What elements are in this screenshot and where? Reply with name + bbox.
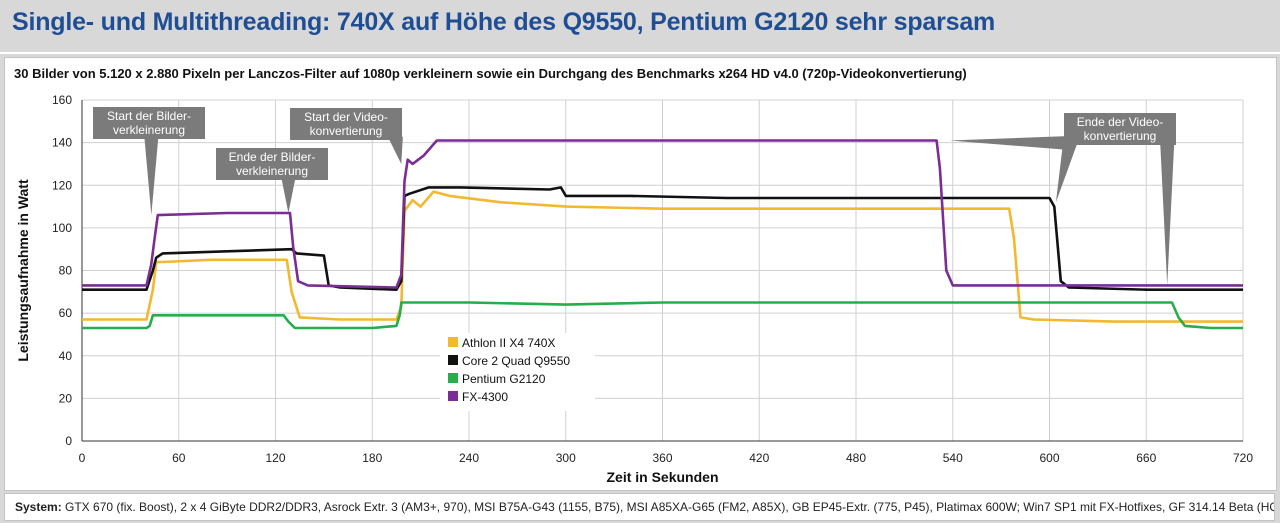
annotation-text: Ende der Video- xyxy=(1077,115,1164,129)
x-tick-label: 480 xyxy=(846,451,866,465)
annotation-text: Start der Bilder- xyxy=(107,109,191,123)
legend-label: Pentium G2120 xyxy=(462,372,546,386)
annotation-pointer xyxy=(949,136,1071,150)
legend-swatch xyxy=(448,373,458,383)
annotation-text: verkleinerung xyxy=(236,164,308,178)
legend-label: Core 2 Quad Q9550 xyxy=(462,354,570,368)
footer-label: System: xyxy=(15,500,62,514)
annotation-pointer xyxy=(144,137,159,216)
system-footer: System: GTX 670 (fix. Boost), 2 x 4 GiBy… xyxy=(4,493,1275,521)
legend-swatch xyxy=(448,391,458,401)
annotation-text: Start der Video- xyxy=(304,110,388,124)
x-tick-label: 60 xyxy=(172,451,186,465)
series-line-1 xyxy=(82,186,1243,291)
legend-swatch xyxy=(448,355,458,365)
annotation-pointer xyxy=(389,136,403,164)
x-tick-label: 720 xyxy=(1233,451,1253,465)
x-tick-label: 300 xyxy=(556,451,576,465)
y-tick-label: 140 xyxy=(52,136,72,150)
annotation-box xyxy=(93,107,205,139)
x-tick-label: 540 xyxy=(943,451,963,465)
legend-label: Athlon II X4 740X xyxy=(462,336,555,350)
x-tick-label: 120 xyxy=(265,451,285,465)
annotation-text: verkleinerung xyxy=(113,123,185,137)
y-tick-label: 120 xyxy=(52,178,72,192)
annotation-box xyxy=(216,148,328,180)
x-tick-label: 360 xyxy=(652,451,672,465)
x-tick-label: 600 xyxy=(1039,451,1059,465)
y-tick-label: 20 xyxy=(59,391,73,405)
x-tick-label: 180 xyxy=(362,451,382,465)
annotation-box xyxy=(1064,113,1176,145)
page-title: Single- und Multithreading: 740X auf Höh… xyxy=(12,8,996,36)
y-tick-label: 40 xyxy=(59,349,73,363)
annotation-pointer xyxy=(281,178,296,213)
legend-swatch xyxy=(448,337,458,347)
footer-text: GTX 670 (fix. Boost), 2 x 4 GiByte DDR2/… xyxy=(61,500,1275,514)
y-tick-label: 0 xyxy=(65,434,72,448)
series-line-0 xyxy=(82,190,1243,323)
annotation-pointer xyxy=(1160,143,1175,286)
y-tick-label: 160 xyxy=(52,93,72,107)
annotation-text: konvertierung xyxy=(1084,129,1157,143)
x-tick-label: 240 xyxy=(459,451,479,465)
annotation-pointer xyxy=(1055,141,1077,203)
x-tick-label: 660 xyxy=(1136,451,1156,465)
x-tick-label: 420 xyxy=(749,451,769,465)
x-axis-label: Zeit in Sekunden xyxy=(606,469,718,485)
series-line-2 xyxy=(82,301,1243,330)
legend-background xyxy=(440,333,595,411)
y-tick-label: 100 xyxy=(52,221,72,235)
annotation-text: konvertierung xyxy=(310,124,383,138)
title-divider xyxy=(0,52,1280,54)
y-axis-label: Leistungsaufnahme in Watt xyxy=(15,179,31,362)
y-tick-label: 80 xyxy=(59,264,73,278)
legend-label: FX-4300 xyxy=(462,390,508,404)
x-tick-label: 0 xyxy=(79,451,86,465)
chart-subtitle: 30 Bilder von 5.120 x 2.880 Pixeln per L… xyxy=(14,66,967,81)
y-tick-label: 60 xyxy=(59,306,73,320)
annotation-box xyxy=(290,108,402,140)
series-line-3 xyxy=(82,139,1243,289)
annotation-text: Ende der Bilder- xyxy=(229,150,316,164)
